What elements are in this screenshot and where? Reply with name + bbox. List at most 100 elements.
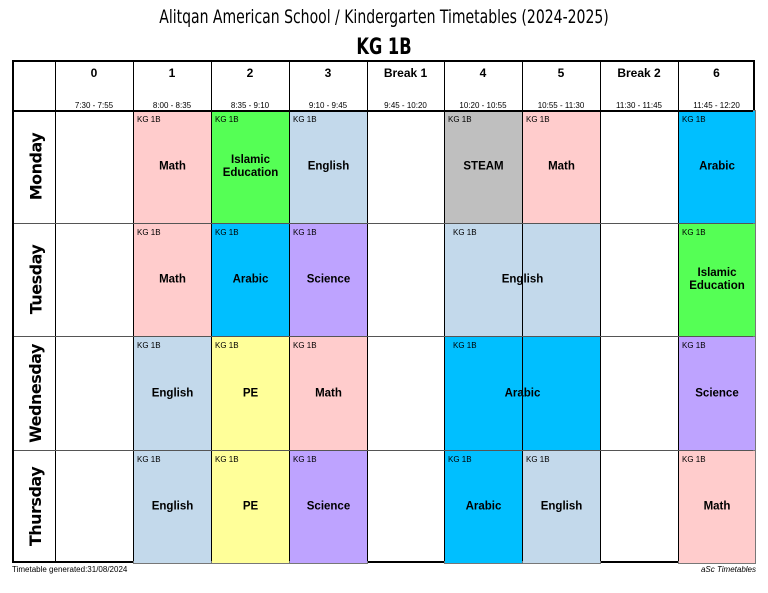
timetable-grid: KG 1B Math KG 1B Islamic Education KG 1B Engl… xyxy=(12,60,756,564)
period-label: 6 xyxy=(713,66,720,80)
row-divider xyxy=(14,110,753,112)
lesson-class: KG 1B xyxy=(526,115,550,124)
lesson-class: KG 1B xyxy=(215,115,239,124)
lesson-cell[interactable]: KG 1B Science xyxy=(289,450,368,564)
day-label: Wednesday xyxy=(14,336,57,450)
period-time: 8:35 - 9:10 xyxy=(230,101,270,110)
lesson-class: KG 1B xyxy=(137,341,161,350)
lesson-cell[interactable]: KG 1B English xyxy=(522,450,601,564)
period-time: 7:30 - 7:55 xyxy=(74,101,114,110)
lesson-cell[interactable]: KG 1B Islamic Education xyxy=(211,110,290,224)
lesson-class: KG 1B xyxy=(215,228,239,237)
lesson-cell[interactable]: KG 1B Math xyxy=(678,450,756,564)
day-label: Thursday xyxy=(14,450,57,563)
period-header: 2 8:35 - 9:10 xyxy=(211,62,289,112)
lesson-subject: STEAM xyxy=(463,160,504,173)
brand-label: aSc Timetables xyxy=(700,565,756,574)
lesson-class: KG 1B xyxy=(137,455,161,464)
lesson-subject: Math xyxy=(703,500,731,513)
lesson-subject: Arabic xyxy=(465,500,502,513)
row-divider xyxy=(14,223,753,224)
lesson-cell[interactable]: KG 1B Science xyxy=(678,336,756,451)
period-time: 11:45 - 12:20 xyxy=(693,101,740,110)
lesson-cell[interactable]: KG 1B Islamic Education xyxy=(678,223,756,337)
period-header: 1 8:00 - 8:35 xyxy=(133,62,211,112)
lesson-class: KG 1B xyxy=(682,228,706,237)
lesson-subject: Science xyxy=(695,387,739,399)
lesson-cell[interactable]: KG 1B Math xyxy=(133,110,212,224)
lesson-class: KG 1B xyxy=(448,455,472,464)
lesson-subject: Arabic xyxy=(232,273,269,286)
column-divider xyxy=(289,62,290,561)
day-name: Monday xyxy=(26,132,45,201)
column-divider xyxy=(133,62,134,561)
lesson-class: KG 1B xyxy=(682,115,706,124)
lesson-subject: PE xyxy=(242,500,259,513)
lesson-class: KG 1B xyxy=(293,455,317,464)
lesson-cell[interactable]: KG 1B PE xyxy=(211,450,290,564)
period-label: Break 1 xyxy=(383,66,428,80)
period-label: 0 xyxy=(90,66,98,80)
school-title: Alitqan American School / Kindergarten T… xyxy=(159,6,609,28)
column-divider xyxy=(367,62,368,561)
lesson-cell[interactable]: KG 1B Arabic xyxy=(444,450,523,564)
day-name: Tuesday xyxy=(26,244,46,315)
lesson-subject: English xyxy=(540,500,583,513)
period-label: Break 2 xyxy=(617,66,661,80)
period-header: 3 9:10 - 9:45 xyxy=(289,62,367,112)
lesson-cell[interactable]: KG 1B Math xyxy=(289,336,368,451)
row-divider xyxy=(14,450,753,451)
period-label: 3 xyxy=(324,66,332,80)
period-label: 2 xyxy=(246,66,254,80)
column-divider xyxy=(55,62,56,561)
day-name: Wednesday xyxy=(26,343,45,443)
lesson-subject: English xyxy=(151,500,194,513)
lesson-cell[interactable]: KG 1B English xyxy=(133,450,212,564)
period-header: 4 10:20 - 10:55 xyxy=(444,62,522,112)
lesson-class: KG 1B xyxy=(137,228,161,237)
lesson-subject: Math xyxy=(548,160,575,173)
lesson-subject: Science xyxy=(306,273,351,286)
lesson-class: KG 1B xyxy=(682,341,706,350)
lesson-subject: Arabic xyxy=(699,160,735,173)
lesson-subject: Math xyxy=(315,387,342,399)
class-title: KG 1B xyxy=(356,35,412,60)
lesson-cell[interactable]: KG 1B English xyxy=(289,110,368,224)
lesson-class: KG 1B xyxy=(453,228,477,237)
period-time: 8:00 - 8:35 xyxy=(152,101,192,110)
period-time: 9:10 - 9:45 xyxy=(308,101,348,110)
lesson-subject: PE xyxy=(242,387,259,399)
period-header: 0 7:30 - 7:55 xyxy=(55,62,133,112)
day-name: Thursday xyxy=(26,466,46,547)
period-header: Break 2 11:30 - 11:45 xyxy=(600,62,678,112)
lesson-class: KG 1B xyxy=(215,341,239,350)
generated-date: Timetable generated:31/08/2024 xyxy=(12,565,128,574)
lesson-cell[interactable]: KG 1B Math xyxy=(133,223,212,337)
lesson-subject: Islamic Education xyxy=(689,267,745,292)
period-time: 11:30 - 11:45 xyxy=(616,101,662,110)
lesson-cell[interactable]: KG 1B PE xyxy=(211,336,290,451)
lesson-subject: Science xyxy=(306,500,351,513)
lesson-cell[interactable]: KG 1B Math xyxy=(522,110,601,224)
column-divider xyxy=(211,62,212,561)
lesson-subject: Math xyxy=(159,160,186,173)
lesson-cell[interactable]: KG 1B Science xyxy=(289,223,368,337)
period-label: 1 xyxy=(168,66,176,80)
lesson-class: KG 1B xyxy=(293,228,317,237)
column-divider xyxy=(600,62,601,561)
period-time: 9:45 - 10:20 xyxy=(384,101,427,110)
column-divider xyxy=(522,62,523,561)
lesson-cell[interactable]: KG 1B Arabic xyxy=(211,223,290,337)
period-header: 5 10:55 - 11:30 xyxy=(522,62,600,112)
lesson-cell[interactable]: KG 1B English xyxy=(133,336,212,451)
lesson-subject: English xyxy=(307,160,350,173)
period-header: Break 1 9:45 - 10:20 xyxy=(367,62,444,112)
lesson-class: KG 1B xyxy=(448,115,472,124)
day-label: Monday xyxy=(14,110,57,223)
lesson-subject: Math xyxy=(159,273,186,286)
lesson-class: KG 1B xyxy=(526,455,550,464)
lesson-subject: Islamic Education xyxy=(222,154,279,179)
lesson-cell[interactable]: KG 1B STEAM xyxy=(444,110,523,224)
lesson-cell[interactable]: KG 1B Arabic xyxy=(678,110,756,224)
row-divider xyxy=(14,336,753,337)
